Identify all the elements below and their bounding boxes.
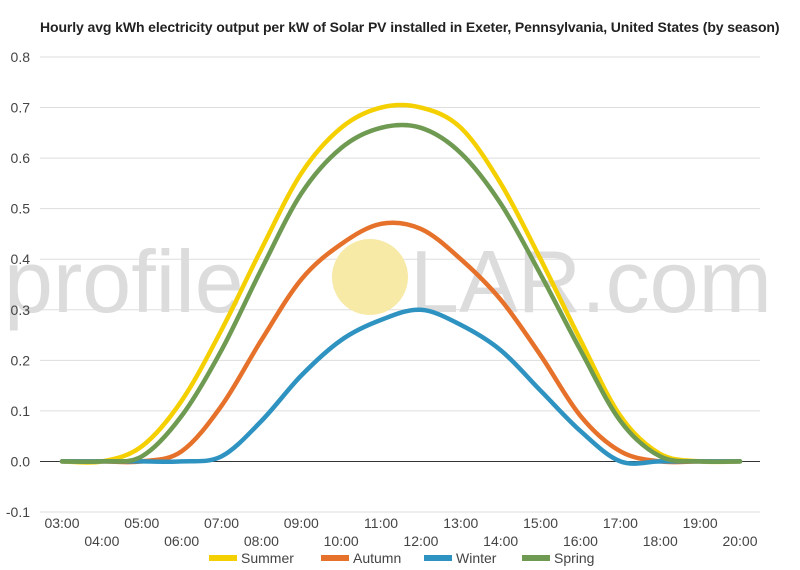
legend-label-summer: Summer [241, 550, 294, 566]
x-axis: 03:00 04:00 05:00 06:00 07:00 08:00 09:00 10:00… [44, 515, 757, 549]
x-tick-label: 08:00 [244, 533, 279, 549]
x-tick-label: 13:00 [443, 515, 478, 531]
chart-title: Hourly avg kWh electricity output per kW… [40, 19, 780, 35]
x-tick-label: 11:00 [364, 515, 398, 531]
x-tick-label: 20:00 [722, 533, 757, 549]
x-tick-label: 04:00 [84, 533, 119, 549]
y-axis: -0.1 0.0 0.1 0.2 0.3 0.4 0.5 0.6 0.7 0.8 [6, 49, 30, 520]
y-tick-label: 0.3 [11, 302, 31, 318]
legend: Summer Autumn Winter Spring [209, 550, 594, 566]
x-tick-label: 16:00 [563, 533, 598, 549]
watermark-text-left: profile [4, 232, 244, 331]
series-line-summer [59, 102, 743, 465]
y-tick-label: 0.2 [11, 352, 31, 368]
x-tick-label: 07:00 [204, 515, 239, 531]
watermark-text-right: LAR.com [410, 232, 772, 331]
x-tick-label: 10:00 [324, 533, 359, 549]
series-line-winter [59, 307, 743, 466]
y-tick-label: 0.5 [11, 201, 31, 217]
series-line-autumn [59, 220, 743, 465]
x-tick-label: 18:00 [643, 533, 678, 549]
grid-layer [40, 56, 760, 513]
y-tick-label: 0.1 [11, 403, 31, 419]
x-tick-label: 05:00 [124, 515, 159, 531]
y-tick-label: 0.0 [11, 453, 31, 469]
series-line-spring [59, 122, 743, 465]
legend-swatch-summer [209, 555, 237, 561]
legend-swatch-spring [522, 555, 550, 561]
legend-swatch-autumn [321, 555, 349, 561]
y-tick-label: 0.7 [11, 100, 31, 116]
y-tick-label: 0.8 [11, 49, 31, 65]
x-tick-label: 17:00 [603, 515, 638, 531]
legend-label-spring: Spring [554, 550, 594, 566]
legend-label-autumn: Autumn [353, 550, 401, 566]
series-layer [59, 102, 743, 466]
x-tick-label: 09:00 [284, 515, 319, 531]
y-tick-label: 0.6 [11, 150, 31, 166]
y-tick-label: -0.1 [6, 504, 30, 520]
y-tick-label: 0.4 [11, 251, 31, 267]
x-tick-label: 12:00 [403, 533, 438, 549]
watermark: profile LAR.com [4, 232, 772, 331]
legend-label-winter: Winter [456, 550, 497, 566]
x-tick-label: 19:00 [683, 515, 718, 531]
watermark-sun [332, 239, 408, 315]
x-tick-label: 03:00 [44, 515, 79, 531]
legend-swatch-winter [424, 555, 452, 561]
x-tick-label: 15:00 [523, 515, 558, 531]
x-tick-label: 14:00 [483, 533, 518, 549]
x-tick-label: 06:00 [164, 533, 199, 549]
